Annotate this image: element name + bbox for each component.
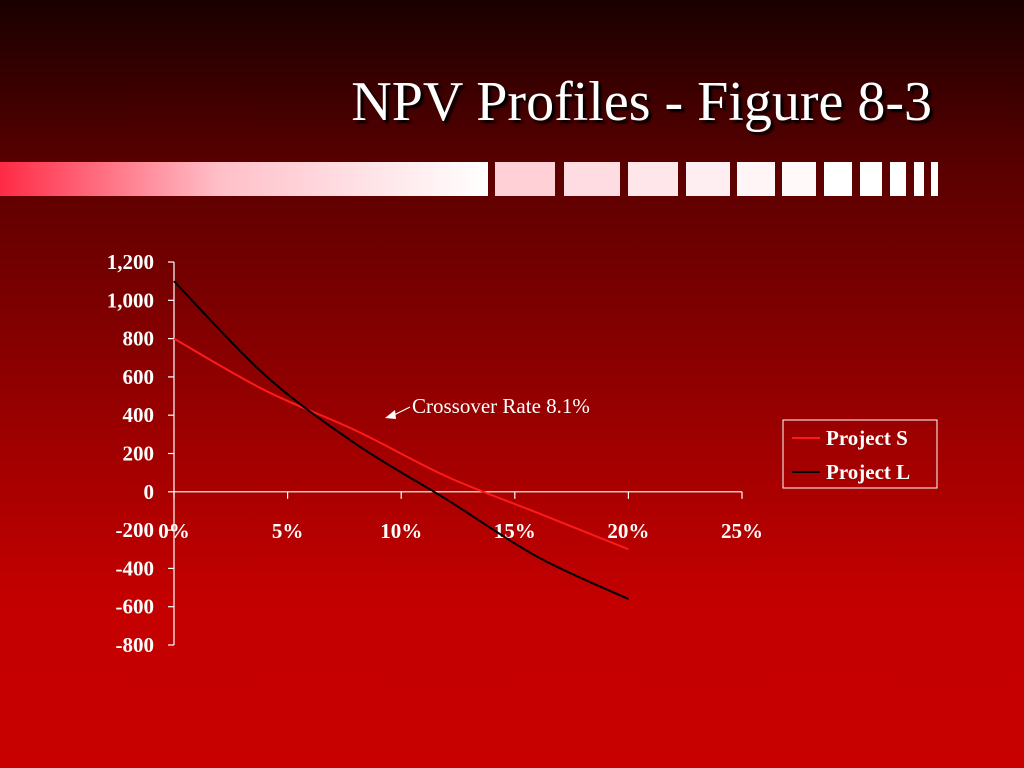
y-tick-label: -400: [116, 556, 155, 580]
y-tick-label: 800: [123, 327, 155, 351]
legend-box: [782, 419, 938, 489]
chart-series: [173, 280, 629, 600]
x-tick-label: 10%: [380, 519, 422, 543]
y-tick-label: 0: [144, 480, 155, 504]
x-tick-label: 5%: [272, 519, 304, 543]
legend-label-project-s: Project S: [826, 426, 908, 450]
y-tick-label: 1,000: [107, 288, 154, 312]
x-tick-label: 0%: [158, 519, 190, 543]
y-tick-label: 600: [123, 365, 155, 389]
series-line-project-s: [173, 337, 629, 551]
slide-title: NPV Profiles - Figure 8-3: [351, 71, 932, 133]
legend-label-project-l: Project L: [826, 460, 910, 484]
x-tick-label: 25%: [721, 519, 763, 543]
chart-annotations: Crossover Rate 8.1%: [385, 394, 590, 419]
x-tick-label: 20%: [607, 519, 649, 543]
chart-axes: 1,200 1,000 800 600 400 200 0 -200 -400 -600 -800 0…: [107, 250, 763, 657]
crossover-annotation: Crossover Rate 8.1%: [412, 394, 590, 418]
series-line-project-l: [173, 280, 629, 600]
y-tick-label: 200: [123, 442, 155, 466]
y-tick-label: -800: [116, 633, 155, 657]
x-tick-label: 15%: [494, 519, 536, 543]
y-tick-label: 400: [123, 403, 155, 427]
y-tick-label: -600: [116, 595, 155, 619]
y-tick-label: 1,200: [107, 250, 154, 274]
annotation-arrowhead: [385, 410, 396, 419]
chart-legend: Project S Project L: [782, 419, 938, 489]
y-tick-label: -200: [116, 518, 155, 542]
